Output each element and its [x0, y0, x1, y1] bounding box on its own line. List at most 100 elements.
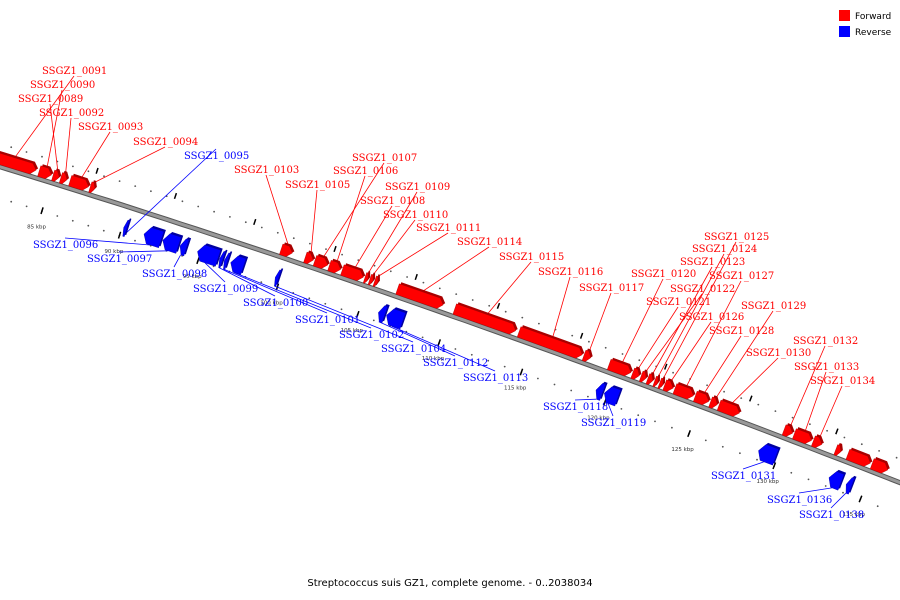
forward-gene-ssgz1_0106[interactable] — [327, 260, 341, 274]
forward-gene-ssgz1_0092[interactable] — [58, 172, 68, 185]
gene-label-ssgz1_0123[interactable]: SSGZ1_0123 — [680, 257, 745, 268]
gene-label-ssgz1_0101[interactable]: SSGZ1_0101 — [295, 315, 360, 326]
gene-label-ssgz1_0100[interactable]: SSGZ1_0100 — [243, 298, 308, 309]
forward-gene-ssgz1_0114[interactable] — [395, 283, 444, 309]
gene-label-ssgz1_0096[interactable]: SSGZ1_0096 — [33, 240, 98, 251]
gene-label-ssgz1_0120[interactable]: SSGZ1_0120 — [631, 269, 696, 280]
gene-label-ssgz1_0107[interactable]: SSGZ1_0107 — [352, 153, 417, 164]
reverse-gene-ssgz1_0095[interactable] — [122, 219, 130, 237]
forward-gene-ssgz1_0129[interactable] — [708, 396, 718, 409]
gene-label-ssgz1_0127[interactable]: SSGZ1_0127 — [709, 271, 774, 282]
gene-label-ssgz1_0121[interactable]: SSGZ1_0121 — [646, 297, 711, 308]
forward-gene-ssgz1_0110[interactable] — [367, 273, 374, 286]
forward-gene-ssgz1_0090[interactable] — [37, 165, 52, 179]
forward-gene-ssgz1_0130[interactable] — [716, 399, 740, 417]
leader-line — [274, 285, 414, 343]
forward-gene-ssgz1_0127[interactable] — [672, 383, 694, 400]
gene-label-ssgz1_0128[interactable]: SSGZ1_0128 — [709, 326, 774, 337]
forward-gene-ssgz1_0091[interactable] — [0, 151, 37, 175]
forward-gene-ssgz1_0115[interactable] — [452, 303, 516, 335]
gene-label-ssgz1_0134[interactable]: SSGZ1_0134 — [810, 376, 875, 387]
gene-label-ssgz1_0113[interactable]: SSGZ1_0113 — [463, 373, 528, 384]
gene-label-ssgz1_0102[interactable]: SSGZ1_0102 — [339, 330, 404, 341]
gene-label-ssgz1_0119[interactable]: SSGZ1_0119 — [581, 418, 646, 429]
gene-label-ssgz1_0099[interactable]: SSGZ1_0099 — [193, 284, 258, 295]
reverse-gene-ssgz1_0102[interactable] — [230, 255, 247, 275]
gene-label-ssgz1_0095[interactable]: SSGZ1_0095 — [184, 151, 249, 162]
gene-label-ssgz1_0124[interactable]: SSGZ1_0124 — [692, 244, 757, 255]
gene-label-ssgz1_0092[interactable]: SSGZ1_0092 — [39, 108, 104, 119]
gene-label-ssgz1_0122[interactable]: SSGZ1_0122 — [670, 284, 735, 295]
reverse-gene-ssgz1_0119[interactable] — [604, 386, 621, 407]
gene-label-ssgz1_0094[interactable]: SSGZ1_0094 — [133, 137, 198, 148]
forward-gene-ssgz1_0125[interactable] — [657, 377, 664, 390]
gene-label-ssgz1_0105[interactable]: SSGZ1_0105 — [285, 180, 350, 191]
forward-gene-ssgz1_0123[interactable] — [645, 373, 654, 385]
reverse-gene-ssgz1_0113[interactable] — [386, 308, 406, 330]
gene-label-ssgz1_0117[interactable]: SSGZ1_0117 — [579, 283, 644, 294]
forward-gene-ssgz1_0093[interactable] — [68, 175, 89, 191]
reverse-gene-ssgz1_0101[interactable] — [223, 252, 231, 270]
forward-gene-ssgz1_0132[interactable] — [781, 424, 793, 437]
reverse-gene-ssgz1_0118[interactable] — [595, 383, 606, 401]
forward-gene-ssgz1_0108[interactable] — [340, 264, 364, 281]
gene-label-ssgz1_0108[interactable]: SSGZ1_0108 — [360, 196, 425, 207]
forward-gene-ssgz1_0117[interactable] — [581, 349, 591, 362]
forward-gene-ssgz1_0107[interactable] — [312, 255, 329, 269]
forward-gene-ssgz1_0103[interactable] — [279, 243, 293, 257]
reverse-gene-ssgz1_0096[interactable] — [143, 227, 165, 249]
forward-gene-ssgz1_0137[interactable] — [845, 448, 871, 467]
gene-label-ssgz1_0138[interactable]: SSGZ1_0138 — [799, 510, 864, 521]
gene-label-ssgz1_0098[interactable]: SSGZ1_0098 — [142, 269, 207, 280]
gene-label-ssgz1_0112[interactable]: SSGZ1_0112 — [423, 358, 488, 369]
gene-label-ssgz1_0109[interactable]: SSGZ1_0109 — [385, 182, 450, 193]
forward-gene-ssgz1_0121[interactable] — [630, 367, 640, 380]
gene-label-ssgz1_0110[interactable]: SSGZ1_0110 — [383, 210, 448, 221]
reverse-gene-ssgz1_0100[interactable] — [218, 251, 226, 269]
gene-label-ssgz1_0111[interactable]: SSGZ1_0111 — [416, 223, 481, 234]
gene-label-ssgz1_0136[interactable]: SSGZ1_0136 — [767, 495, 832, 506]
gene-label-ssgz1_0114[interactable]: SSGZ1_0114 — [457, 237, 522, 248]
gene-label-ssgz1_0104[interactable]: SSGZ1_0104 — [381, 344, 446, 355]
forward-gene-ssgz1_0109[interactable] — [362, 272, 369, 284]
reverse-gene-ssgz1_0138[interactable] — [845, 477, 855, 495]
gene-label-ssgz1_0106[interactable]: SSGZ1_0106 — [333, 166, 398, 177]
reverse-gene-ssgz1_0136[interactable] — [828, 471, 845, 491]
reverse-gene-ssgz1_0099[interactable] — [197, 244, 221, 267]
gene-label-ssgz1_0089[interactable]: SSGZ1_0089 — [18, 94, 83, 105]
forward-gene-ssgz1_0124[interactable] — [652, 375, 659, 388]
gene-label-ssgz1_0091[interactable]: SSGZ1_0091 — [42, 66, 107, 77]
forward-gene-ssgz1_0135[interactable] — [833, 444, 842, 456]
forward-gene-ssgz1_0134[interactable] — [811, 435, 823, 448]
reverse-gene-ssgz1_0097[interactable] — [162, 233, 182, 254]
forward-gene-ssgz1_0089[interactable] — [51, 169, 60, 182]
forward-gene-ssgz1_0111[interactable] — [372, 275, 379, 288]
forward-gene-ssgz1_0094[interactable] — [88, 181, 96, 194]
forward-gene-ssgz1_0126[interactable] — [662, 379, 674, 392]
gene-label-ssgz1_0129[interactable]: SSGZ1_0129 — [741, 301, 806, 312]
reverse-gene-ssgz1_0098[interactable] — [179, 238, 190, 257]
forward-gene-ssgz1_0122[interactable] — [638, 370, 647, 383]
gene-label-ssgz1_0125[interactable]: SSGZ1_0125 — [704, 232, 769, 243]
gene-label-ssgz1_0130[interactable]: SSGZ1_0130 — [746, 348, 811, 359]
gene-label-ssgz1_0103[interactable]: SSGZ1_0103 — [234, 165, 299, 176]
gene-label-ssgz1_0131[interactable]: SSGZ1_0131 — [711, 471, 776, 482]
reverse-gene-ssgz1_0104[interactable] — [274, 269, 282, 287]
gene-label-ssgz1_0116[interactable]: SSGZ1_0116 — [538, 267, 603, 278]
forward-gene-ssgz1_0139[interactable] — [869, 458, 889, 474]
gene-label-ssgz1_0126[interactable]: SSGZ1_0126 — [679, 312, 744, 323]
forward-gene-ssgz1_0133[interactable] — [792, 428, 812, 444]
reverse-gene-ssgz1_0112[interactable] — [378, 305, 388, 324]
forward-gene-ssgz1_0128[interactable] — [693, 390, 710, 406]
gene-label-ssgz1_0132[interactable]: SSGZ1_0132 — [793, 336, 858, 347]
gene-label-ssgz1_0097[interactable]: SSGZ1_0097 — [87, 254, 152, 265]
forward-gene-ssgz1_0120[interactable] — [606, 359, 632, 377]
gene-label-ssgz1_0133[interactable]: SSGZ1_0133 — [794, 362, 859, 373]
forward-gene-ssgz1_0105[interactable] — [303, 251, 314, 265]
gene-label-ssgz1_0118[interactable]: SSGZ1_0118 — [543, 402, 608, 413]
gene-label-ssgz1_0115[interactable]: SSGZ1_0115 — [499, 252, 564, 263]
forward-gene-ssgz1_0116[interactable] — [516, 326, 583, 359]
gene-label-ssgz1_0090[interactable]: SSGZ1_0090 — [30, 80, 95, 91]
gene-label-ssgz1_0093[interactable]: SSGZ1_0093 — [78, 122, 143, 133]
reverse-gene-ssgz1_0131[interactable] — [758, 444, 779, 466]
